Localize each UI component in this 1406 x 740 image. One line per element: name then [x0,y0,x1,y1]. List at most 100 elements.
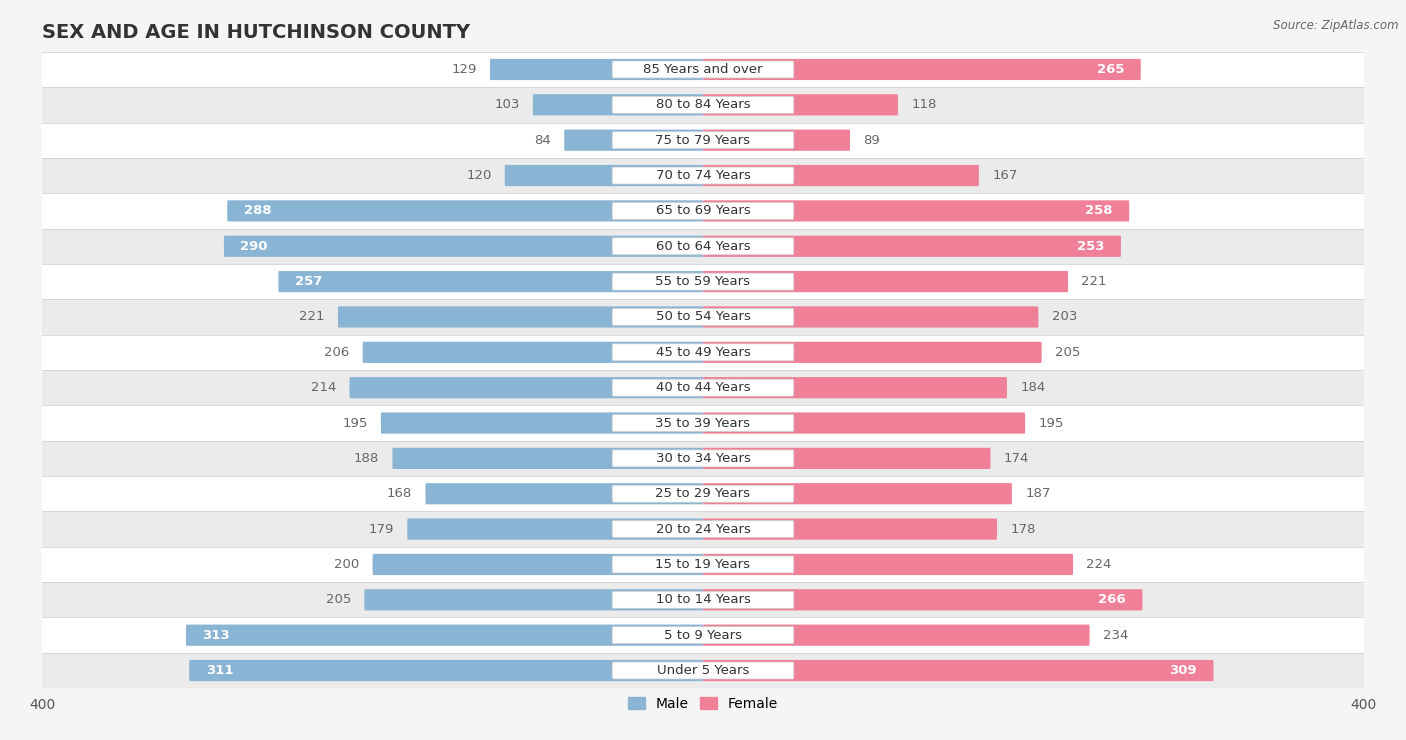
FancyBboxPatch shape [363,342,703,363]
Text: 5 to 9 Years: 5 to 9 Years [664,629,742,642]
Text: 30 to 34 Years: 30 to 34 Years [655,452,751,465]
FancyBboxPatch shape [350,377,703,398]
Text: 45 to 49 Years: 45 to 49 Years [655,346,751,359]
FancyBboxPatch shape [703,448,990,469]
Text: 224: 224 [1087,558,1112,571]
Text: 203: 203 [1052,311,1077,323]
FancyBboxPatch shape [381,412,703,434]
Text: 188: 188 [354,452,380,465]
FancyBboxPatch shape [612,485,794,502]
Text: Source: ZipAtlas.com: Source: ZipAtlas.com [1274,18,1399,32]
Bar [42,547,1364,582]
FancyBboxPatch shape [392,448,703,469]
Text: 168: 168 [387,487,412,500]
FancyBboxPatch shape [703,165,979,186]
Bar [42,264,1364,299]
FancyBboxPatch shape [505,165,703,186]
Text: 70 to 74 Years: 70 to 74 Years [655,169,751,182]
Text: 214: 214 [311,381,336,394]
Text: 85 Years and over: 85 Years and over [644,63,762,76]
Bar [42,511,1364,547]
FancyBboxPatch shape [224,235,703,257]
Text: 205: 205 [1054,346,1080,359]
Text: 118: 118 [911,98,936,111]
FancyBboxPatch shape [612,132,794,149]
Text: 200: 200 [335,558,360,571]
Bar [42,52,1364,87]
Text: 60 to 64 Years: 60 to 64 Years [655,240,751,253]
FancyBboxPatch shape [278,271,703,292]
Bar [42,406,1364,441]
Bar [42,229,1364,264]
Bar [42,476,1364,511]
FancyBboxPatch shape [612,203,794,219]
FancyBboxPatch shape [703,235,1121,257]
FancyBboxPatch shape [703,554,1073,575]
FancyBboxPatch shape [703,271,1069,292]
Text: 167: 167 [993,169,1018,182]
FancyBboxPatch shape [186,625,703,646]
FancyBboxPatch shape [426,483,703,505]
Text: 179: 179 [368,522,394,536]
FancyBboxPatch shape [612,273,794,290]
FancyBboxPatch shape [612,344,794,361]
FancyBboxPatch shape [612,414,794,431]
Text: 309: 309 [1170,664,1197,677]
FancyBboxPatch shape [612,450,794,467]
FancyBboxPatch shape [612,167,794,184]
FancyBboxPatch shape [489,59,703,80]
Text: 65 to 69 Years: 65 to 69 Years [655,204,751,218]
Text: 253: 253 [1077,240,1105,253]
FancyBboxPatch shape [364,589,703,610]
Text: 80 to 84 Years: 80 to 84 Years [655,98,751,111]
Text: 187: 187 [1025,487,1050,500]
Text: 50 to 54 Years: 50 to 54 Years [655,311,751,323]
Bar [42,87,1364,123]
Text: 103: 103 [495,98,520,111]
Text: 288: 288 [243,204,271,218]
FancyBboxPatch shape [703,589,1143,610]
FancyBboxPatch shape [612,61,794,78]
Bar [42,158,1364,193]
Bar [42,441,1364,476]
FancyBboxPatch shape [533,94,703,115]
Text: 15 to 19 Years: 15 to 19 Years [655,558,751,571]
FancyBboxPatch shape [408,519,703,539]
Bar [42,617,1364,653]
FancyBboxPatch shape [703,130,851,151]
FancyBboxPatch shape [703,519,997,539]
Text: 290: 290 [240,240,269,253]
FancyBboxPatch shape [612,238,794,255]
Text: 221: 221 [1081,275,1107,288]
FancyBboxPatch shape [612,627,794,644]
Text: 120: 120 [467,169,492,182]
Text: 258: 258 [1085,204,1112,218]
FancyBboxPatch shape [703,342,1042,363]
Text: 195: 195 [1039,417,1064,429]
Text: 10 to 14 Years: 10 to 14 Years [655,593,751,606]
Text: 206: 206 [325,346,350,359]
Text: 75 to 79 Years: 75 to 79 Years [655,134,751,147]
Bar [42,123,1364,158]
Text: Under 5 Years: Under 5 Years [657,664,749,677]
FancyBboxPatch shape [190,660,703,681]
Text: 35 to 39 Years: 35 to 39 Years [655,417,751,429]
Bar [42,653,1364,688]
FancyBboxPatch shape [373,554,703,575]
FancyBboxPatch shape [612,521,794,537]
Text: 313: 313 [202,629,231,642]
Bar [42,334,1364,370]
Bar [42,582,1364,617]
Text: 129: 129 [451,63,477,76]
Text: 174: 174 [1004,452,1029,465]
Bar [42,299,1364,334]
FancyBboxPatch shape [564,130,703,151]
Legend: Male, Female: Male, Female [623,691,783,716]
FancyBboxPatch shape [612,96,794,113]
FancyBboxPatch shape [612,556,794,573]
Text: 221: 221 [299,311,325,323]
Text: 266: 266 [1098,593,1126,606]
Bar [42,370,1364,406]
Text: 84: 84 [534,134,551,147]
Text: 265: 265 [1097,63,1125,76]
